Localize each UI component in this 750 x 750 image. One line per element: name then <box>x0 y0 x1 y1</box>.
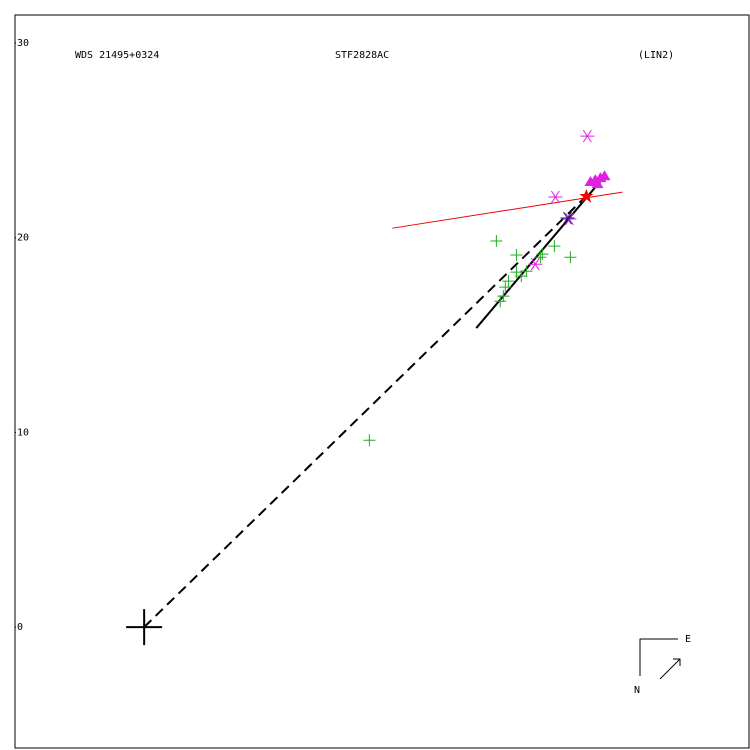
point <box>579 189 594 204</box>
compass: E N <box>634 634 691 696</box>
point <box>564 251 577 264</box>
point <box>499 281 512 294</box>
marker-shape <box>515 270 528 283</box>
point <box>536 248 549 261</box>
marker-shape <box>502 275 515 288</box>
marker-shape <box>126 609 163 646</box>
marker-shape <box>591 178 604 189</box>
y-tick-label: 10 <box>17 427 29 438</box>
marker-shape <box>598 170 611 181</box>
marker-shape <box>548 240 561 253</box>
marker-shape <box>497 290 510 303</box>
point <box>548 190 563 204</box>
point <box>562 212 577 226</box>
chart-label: (LIN2) <box>638 50 674 61</box>
point <box>502 275 515 288</box>
marker-shape <box>499 281 512 294</box>
point <box>490 235 503 248</box>
marker-shape <box>490 235 503 248</box>
marker-shape <box>560 211 575 225</box>
plot-frame <box>14 14 750 749</box>
compass-north: N <box>634 685 640 696</box>
marker-shape <box>494 295 507 308</box>
point <box>598 170 611 181</box>
chart-label: WDS 21495+0324 <box>75 50 159 61</box>
point <box>580 129 595 143</box>
point <box>126 609 163 646</box>
marker-shape <box>562 212 577 226</box>
point <box>363 434 376 447</box>
point <box>534 251 547 264</box>
marker-shape <box>548 190 563 204</box>
marker-shape <box>363 434 376 447</box>
marker-shape <box>528 257 543 271</box>
y-tick-label: 30 <box>17 38 29 49</box>
point <box>494 295 507 308</box>
marker-shape <box>534 251 547 264</box>
marker-shape <box>564 251 577 264</box>
point <box>520 265 533 278</box>
point <box>548 240 561 253</box>
point <box>510 249 523 262</box>
y-tick-label: 0 <box>17 622 23 633</box>
y-tick-label: 20 <box>17 233 29 244</box>
marker-shape <box>536 248 549 261</box>
marker-shape <box>580 129 595 143</box>
point <box>560 211 575 225</box>
point <box>591 178 604 189</box>
fit-line <box>143 195 588 628</box>
marker-shape <box>579 189 594 204</box>
compass-east: E <box>685 634 691 645</box>
point <box>515 270 528 283</box>
point <box>528 257 543 271</box>
point <box>497 290 510 303</box>
marker-shape <box>510 249 523 262</box>
chart-label: STF2828AC <box>335 50 389 61</box>
marker-shape <box>520 265 533 278</box>
